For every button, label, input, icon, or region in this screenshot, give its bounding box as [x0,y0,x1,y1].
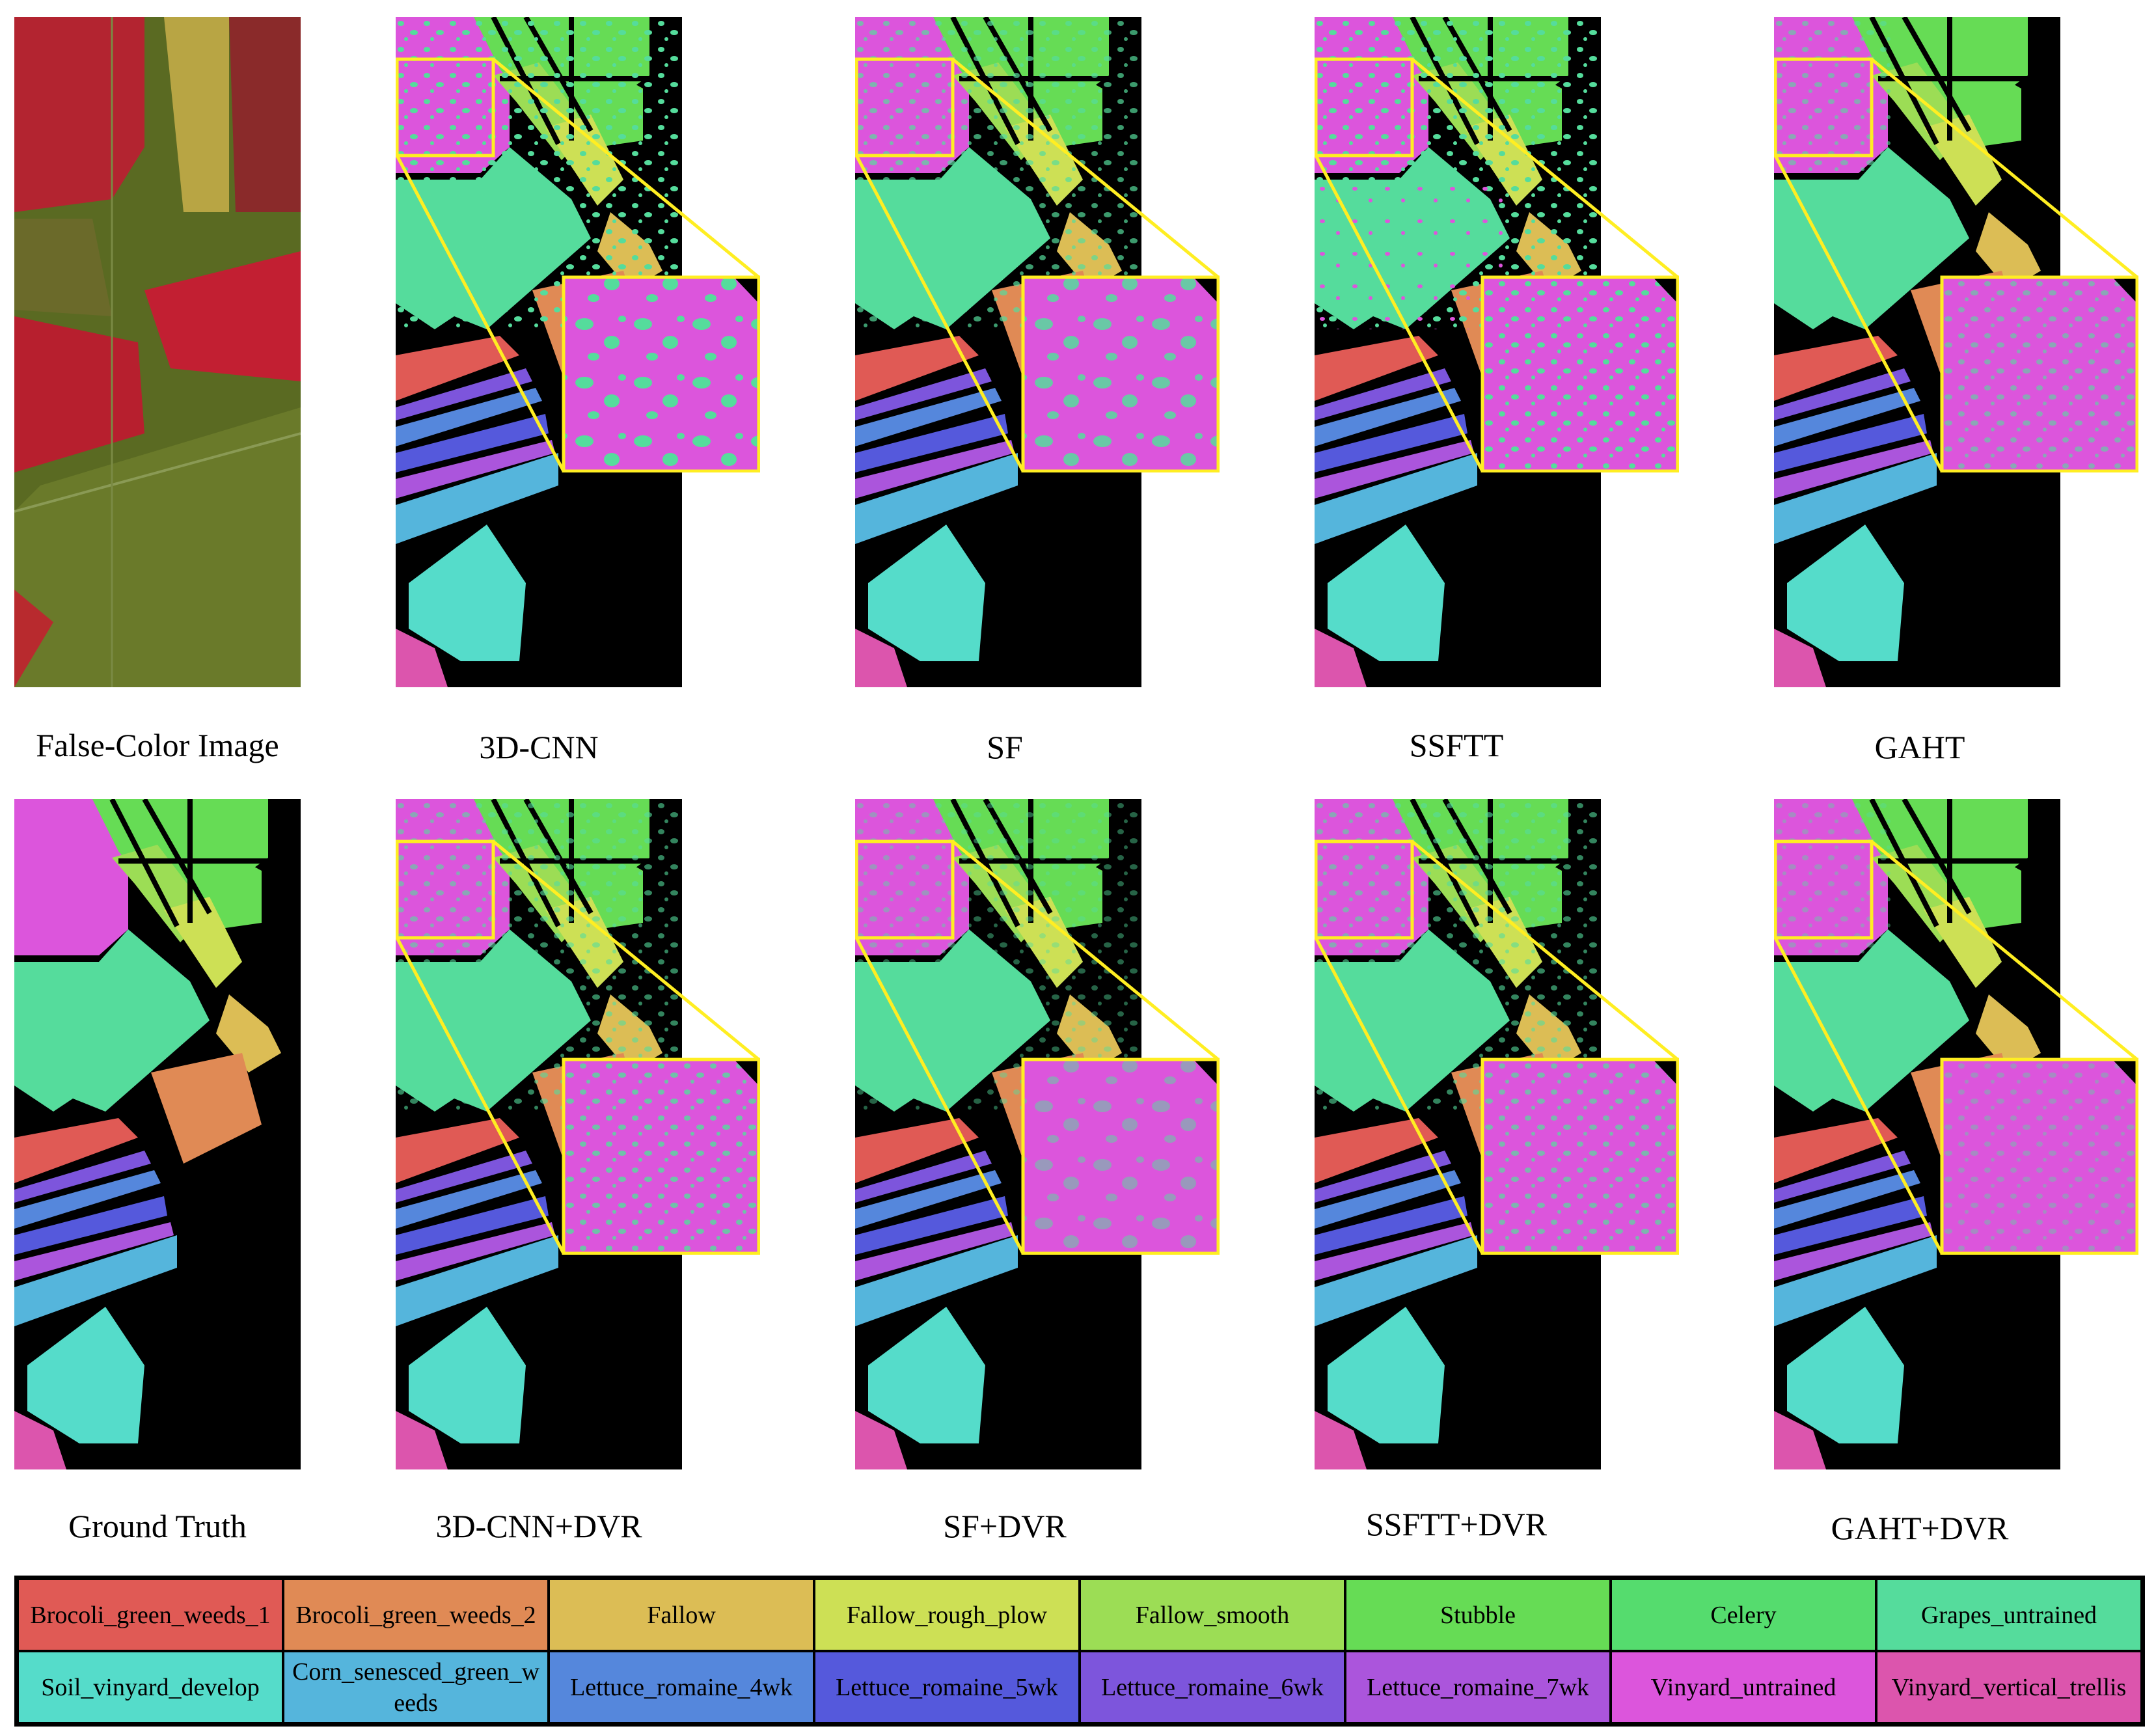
caption-ground-truth: Ground Truth [68,1508,247,1544]
map-ssftt-dvr [1315,799,1601,1469]
legend-item: Fallow_rough_plow [814,1579,1080,1651]
map-sf-dvr [855,799,1141,1469]
legend-item: Lettuce_romaine_5wk [814,1651,1080,1723]
legend-item: Lettuce_romaine_6wk [1080,1651,1345,1723]
map-gaht [1774,17,2060,687]
legend-item: Brocoli_green_weeds_1 [18,1579,283,1651]
map-sf [855,17,1141,687]
caption-3d-cnn-dvr: 3D-CNN+DVR [435,1508,642,1544]
caption-sf-dvr: SF+DVR [943,1508,1067,1544]
legend-item: Celery [1611,1579,1876,1651]
legend-item: Corn_senesced_green_weeds [283,1651,549,1723]
caption-gaht: GAHT [1874,729,1965,765]
legend-item: Vinyard_vertical_trellis [1876,1651,2142,1723]
class-legend: Brocoli_green_weeds_1 Brocoli_green_weed… [14,1576,2145,1727]
legend-item: Vinyard_untrained [1611,1651,1876,1723]
legend-item: Lettuce_romaine_4wk [549,1651,814,1723]
legend-item: Grapes_untrained [1876,1579,2142,1651]
legend-item: Fallow_smooth [1080,1579,1345,1651]
map-3d-cnn-dvr [396,799,682,1469]
map-ssftt [1315,17,1601,687]
caption-sf: SF [987,729,1023,765]
legend-item: Brocoli_green_weeds_2 [283,1579,549,1651]
map-3d-cnn [396,17,682,687]
map-ground-truth [14,799,301,1469]
caption-false-color: False-Color Image [36,727,279,763]
caption-gaht-dvr: GAHT+DVR [1831,1510,2009,1546]
legend-item: Soil_vinyard_develop [18,1651,283,1723]
caption-ssftt: SSFTT [1409,727,1504,763]
caption-3d-cnn: 3D-CNN [479,729,599,765]
map-gaht-dvr [1774,799,2060,1469]
legend-item: Lettuce_romaine_7wk [1345,1651,1611,1723]
legend-item: Fallow [549,1579,814,1651]
false-color-image [14,17,301,687]
caption-ssftt-dvr: SSFTT+DVR [1365,1506,1548,1542]
legend-item: Stubble [1345,1579,1611,1651]
